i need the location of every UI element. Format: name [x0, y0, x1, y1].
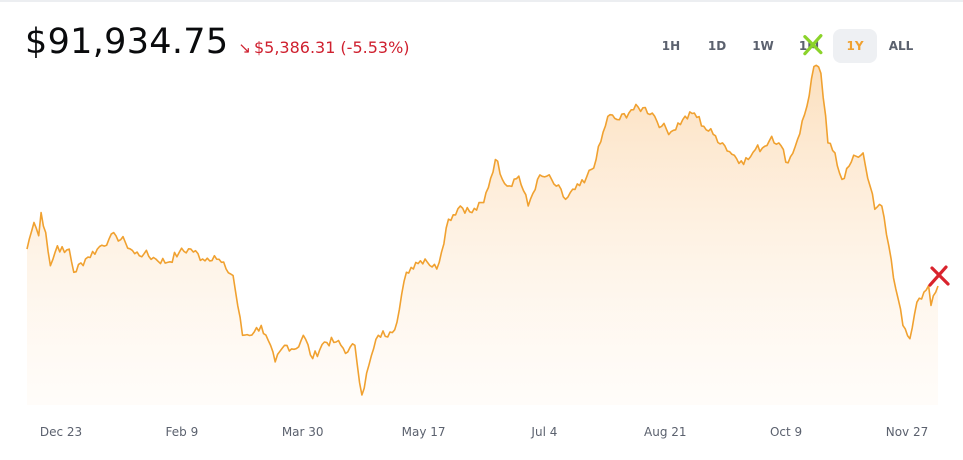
trend-down-icon: ↘: [238, 39, 251, 57]
change-percent: (-5.53%): [340, 38, 410, 57]
x-tick-label: Nov 27: [886, 425, 929, 439]
top-divider: [0, 0, 963, 2]
x-tick-label: Aug 21: [644, 425, 687, 439]
price-line: [26, 64, 939, 396]
range-button-1h[interactable]: 1H: [661, 39, 681, 53]
current-marker-icon: [928, 265, 950, 287]
current-price: $91,934.75: [25, 22, 229, 62]
range-button-1d[interactable]: 1D: [707, 39, 727, 53]
price-header: $91,934.75 ↘ $5,386.31 (-5.53%): [25, 22, 410, 62]
x-tick-label: Feb 9: [166, 425, 199, 439]
x-tick-label: Dec 23: [40, 425, 82, 439]
x-tick-label: Mar 30: [282, 425, 324, 439]
time-range-selector: 1H 1D 1W 1M 1Y ALL: [647, 29, 923, 63]
high-marker-icon: [803, 34, 823, 56]
range-button-all[interactable]: ALL: [888, 39, 914, 53]
x-tick-label: Jul 4: [530, 425, 557, 439]
change-value: $5,386.31: [253, 38, 336, 57]
range-button-1y[interactable]: 1Y: [833, 29, 877, 63]
x-axis: Dec 23 Feb 9 Mar 30 May 17 Jul 4 Aug 21 Oct 9 N…: [40, 425, 928, 439]
range-button-1w[interactable]: 1W: [752, 39, 774, 53]
x-tick-label: Oct 9: [770, 425, 802, 439]
price-area-fill: [27, 65, 938, 406]
x-tick-label: May 17: [402, 425, 446, 439]
price-change: ↘ $5,386.31 (-5.53%): [238, 38, 409, 57]
